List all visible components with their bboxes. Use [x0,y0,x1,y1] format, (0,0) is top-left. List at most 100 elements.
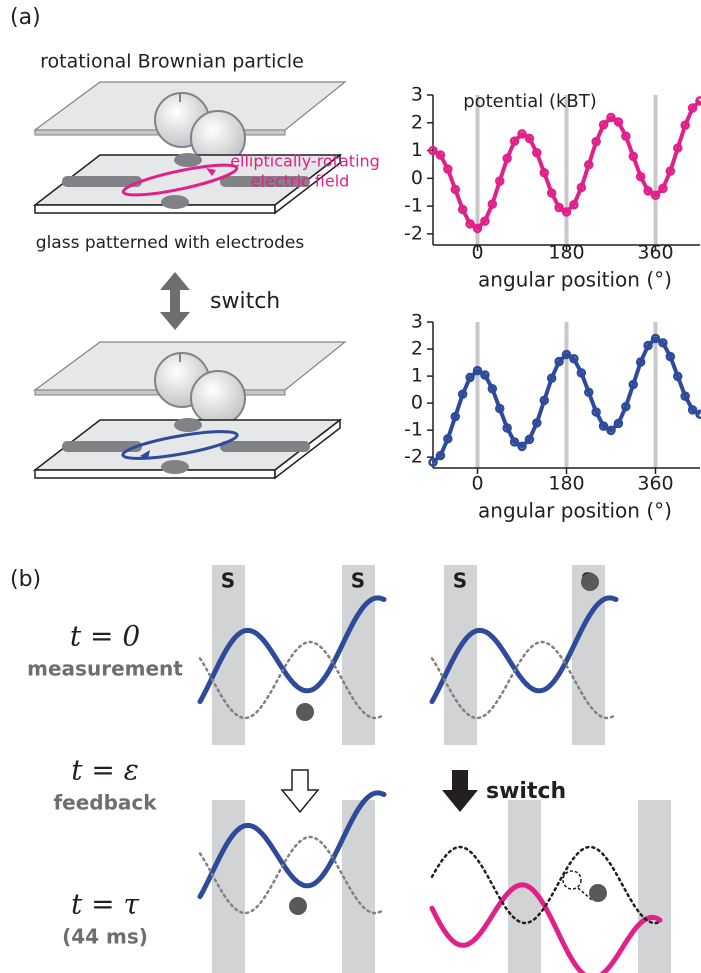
data-point [435,450,446,461]
y-tick-label: 0 [411,392,423,414]
data-point [591,407,601,417]
data-point [680,391,690,401]
data-point [428,145,438,156]
data-point [539,168,549,178]
data-point [487,384,498,394]
data-point [576,368,587,378]
data-point [561,207,572,217]
row-caption: (44 ms) [62,925,148,949]
data-point [532,148,542,158]
data-point [576,182,587,193]
sketch-curve [197,595,387,705]
state-bands [212,565,671,973]
data-point [628,151,638,162]
data-point [673,143,683,153]
y-tick-label: 0 [411,167,423,189]
state-label: S [351,569,365,593]
row-caption: measurement [27,657,183,681]
x-axis-label: angular position (°) [478,268,672,292]
data-point [613,117,624,127]
switch-label: switch [210,289,280,314]
data-point [554,356,564,367]
data-point [428,457,438,468]
y-tick-label: 1 [411,365,423,387]
x-tick-label: 180 [548,473,584,495]
data-point [606,425,616,436]
y-tick-label: 3 [411,84,423,106]
sketch-curve [429,595,619,705]
time-label: t = ε [71,754,139,787]
data-point [613,418,624,429]
data-point [524,133,535,144]
data-point [584,159,594,170]
x-tick-label: 0 [471,242,483,264]
state-label: S [453,569,467,593]
data-point [472,223,483,234]
data-point [569,354,579,364]
data-point [465,219,475,229]
data-point [495,176,505,186]
data-point [480,370,490,380]
y-tick-label: 2 [411,111,423,133]
data-point [658,338,668,348]
x-tick-label: 180 [548,242,584,264]
data-point [561,349,572,360]
x-axis-label: angular position (°) [478,499,672,523]
sketch-curve [430,845,662,925]
data-point [695,409,701,419]
data-point [450,184,460,195]
x-tick-label: 360 [637,242,673,264]
particle-label: rotational Brownian particle [40,51,304,73]
data-point [465,372,475,383]
panel-label: (b) [10,567,41,592]
charts: 0 180 360 -2 -1 0 1 2 3 potential (kBT) angular po… [404,84,701,523]
sketch-curve [198,835,386,915]
data-point [539,395,549,406]
data-point [443,164,453,174]
data-point [524,434,535,445]
data-point [621,401,631,412]
x-tick-label: 360 [637,473,673,495]
data-point [443,434,453,444]
data-point [517,441,527,452]
sketch-curve [197,790,387,900]
data-point [480,216,490,226]
data-point [635,171,646,182]
setup-bottom [32,341,347,480]
data-point [472,365,483,376]
time-label: t = τ [71,888,140,921]
potential-sketches [197,595,663,973]
data-point [435,150,446,160]
sketch-curve [430,640,618,720]
data-point [509,437,520,447]
data-point [554,202,564,213]
data-point [584,387,594,398]
data-point [695,96,701,106]
data-point [591,136,601,147]
data-point [650,333,661,344]
data-point [532,418,542,428]
data-point [673,371,683,382]
feedback-arrows [280,769,478,814]
switch-arrow [160,272,190,330]
data-point [643,340,653,351]
setup-top [32,81,347,215]
data-point [546,373,557,383]
data-point [687,103,698,113]
data-point [680,120,690,131]
row-caption: feedback [53,791,157,815]
particles [289,573,607,915]
y-tick-label: 2 [411,338,423,360]
data-point [665,166,676,176]
y-tick-label: -1 [404,419,423,441]
data-point [621,131,631,141]
data-point [650,190,661,201]
data-point [495,403,505,414]
data-point [643,186,653,196]
data-point [517,129,527,139]
data-point [487,199,498,209]
data-point [546,188,557,198]
data-point [606,112,616,123]
chart-title: potential (kBT) [463,91,597,112]
